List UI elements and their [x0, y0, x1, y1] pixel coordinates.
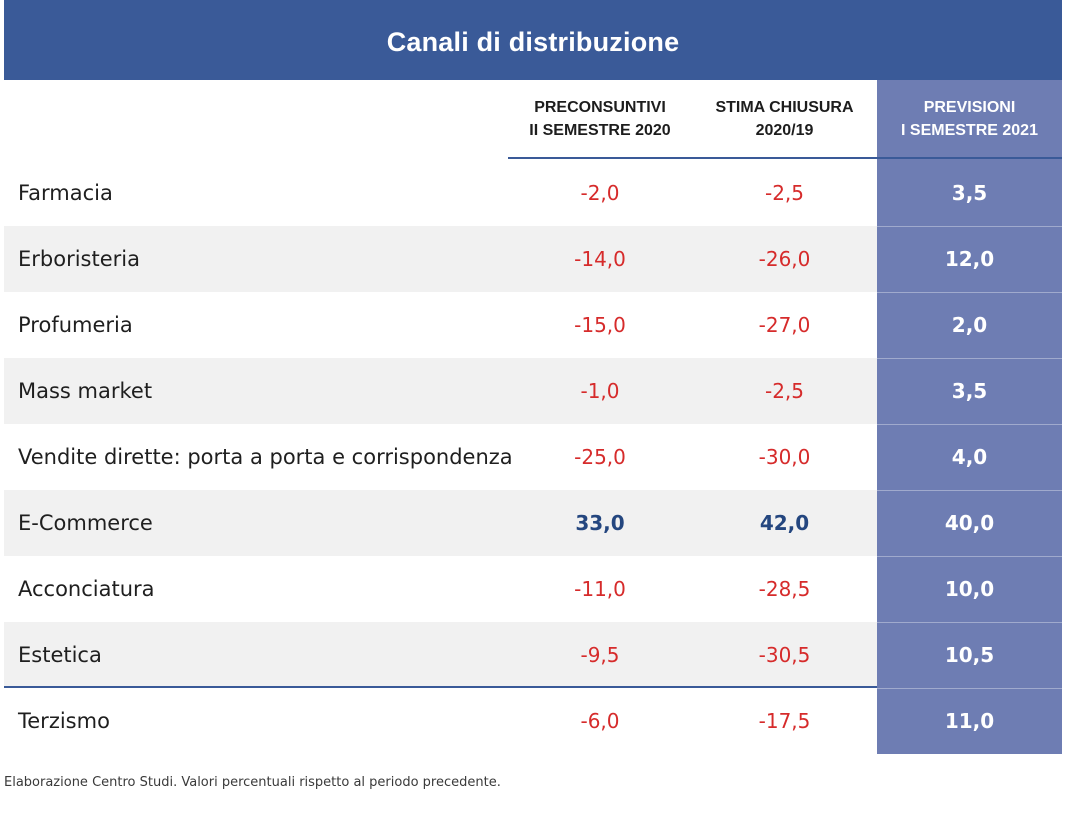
row-label: E-Commerce — [18, 511, 153, 535]
table-row: Estetica -9,5 -30,5 — [4, 622, 877, 688]
cell-previsioni: 3,5 — [951, 379, 988, 403]
cell-stima-chiusura: 42,0 — [759, 511, 810, 535]
cell-stima-chiusura: -26,0 — [758, 247, 811, 271]
footnote: Elaborazione Centro Studi. Valori percen… — [4, 775, 501, 790]
projection-row-separator — [877, 622, 1062, 623]
cell-preconsuntivi: -2,0 — [580, 181, 620, 205]
cell-previsioni: 4,0 — [951, 445, 988, 469]
row-label: Terzismo — [18, 709, 110, 733]
cell-preconsuntivi: -15,0 — [574, 313, 626, 337]
row-label: Erboristeria — [18, 247, 140, 271]
cell-stima-chiusura: -28,5 — [758, 577, 811, 601]
cell-previsioni: 2,0 — [951, 313, 988, 337]
cell-stima-chiusura: -27,0 — [758, 313, 811, 337]
projection-row-separator — [877, 688, 1062, 689]
row-label: Profumeria — [18, 313, 133, 337]
row-label: Acconciatura — [18, 577, 155, 601]
cell-stima-chiusura: -2,5 — [764, 379, 805, 403]
projection-row-separator — [877, 424, 1062, 425]
projection-row-separator — [877, 226, 1062, 227]
table-row: Acconciatura -11,0 -28,5 — [4, 556, 877, 622]
row-label: Estetica — [18, 643, 102, 667]
group-divider — [4, 686, 877, 688]
cell-stima-chiusura: -2,5 — [764, 181, 805, 205]
row-label: Farmacia — [18, 181, 113, 205]
column-header-stima-chiusura: STIMA CHIUSURA 2020/19 — [715, 99, 854, 139]
table-row: E-Commerce 33,0 42,0 — [4, 490, 877, 556]
projection-row-separator — [877, 490, 1062, 491]
column-header-previsioni: PREVISIONI I SEMESTRE 2021 — [901, 99, 1038, 139]
header-divider — [508, 157, 1062, 159]
cell-stima-chiusura: -17,5 — [758, 709, 811, 733]
cell-previsioni: 10,0 — [944, 577, 995, 601]
cell-previsioni: 40,0 — [944, 511, 995, 535]
projection-row-separator — [877, 556, 1062, 557]
projection-column-background — [877, 80, 1062, 754]
row-label: Vendite dirette: porta a porta e corrisp… — [18, 445, 513, 469]
cell-previsioni: 10,5 — [944, 643, 995, 667]
table-row: Erboristeria -14,0 -26,0 — [4, 226, 877, 292]
cell-preconsuntivi: -9,5 — [580, 643, 620, 667]
cell-preconsuntivi: 33,0 — [575, 511, 625, 535]
cell-previsioni: 12,0 — [944, 247, 995, 271]
row-label: Mass market — [18, 379, 153, 403]
table-row: Mass market -1,0 -2,5 — [4, 358, 877, 424]
cell-preconsuntivi: -25,0 — [574, 445, 626, 469]
table-row: Vendite dirette: porta a porta e corrisp… — [4, 424, 877, 490]
cell-preconsuntivi: -11,0 — [574, 577, 626, 601]
cell-preconsuntivi: -1,0 — [580, 379, 620, 403]
cell-preconsuntivi: -14,0 — [574, 247, 626, 271]
cell-preconsuntivi: -6,0 — [580, 709, 620, 733]
projection-row-separator — [877, 292, 1062, 293]
table-title-bar: Canali di distribuzione — [4, 0, 1062, 80]
table-row: Farmacia -2,0 -2,5 — [4, 160, 877, 226]
table-row: Profumeria -15,0 -27,0 — [4, 292, 877, 358]
table-row: Terzismo -6,0 -17,5 — [4, 688, 877, 754]
projection-row-separator — [877, 358, 1062, 359]
cell-previsioni: 3,5 — [951, 181, 988, 205]
cell-stima-chiusura: -30,0 — [758, 445, 811, 469]
cell-stima-chiusura: -30,5 — [758, 643, 811, 667]
column-header-preconsuntivi: PRECONSUNTIVI II SEMESTRE 2020 — [529, 99, 671, 139]
table-title: Canali di distribuzione — [386, 26, 680, 57]
cell-previsioni: 11,0 — [944, 709, 995, 733]
